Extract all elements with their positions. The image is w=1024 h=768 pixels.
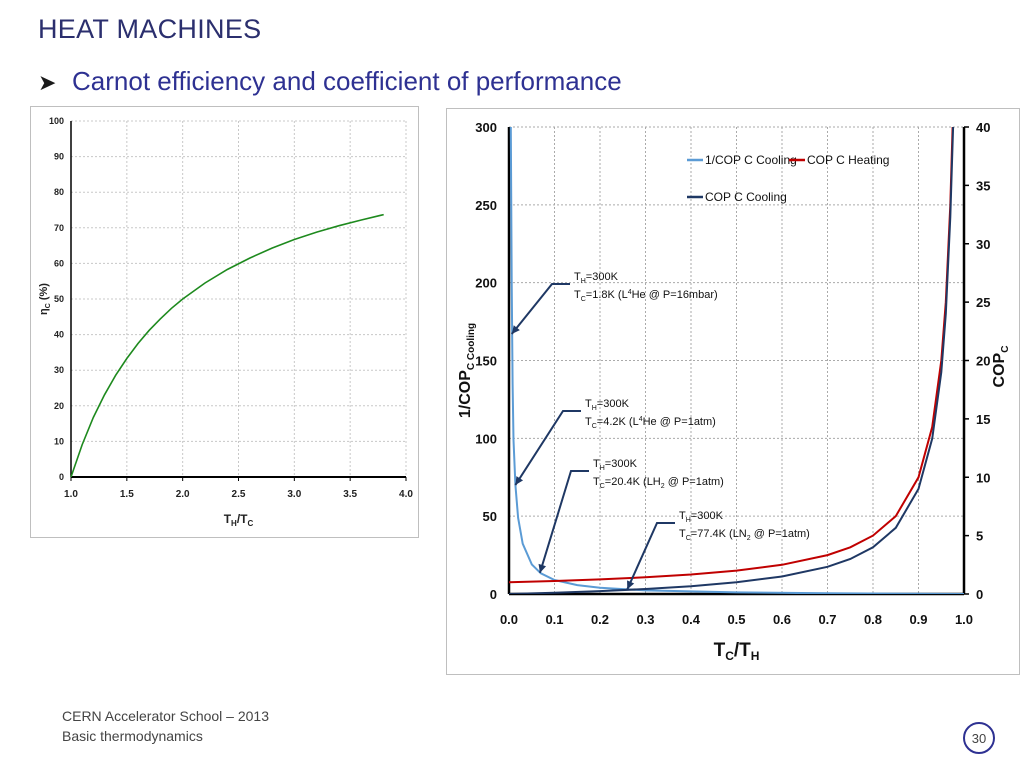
y-tick-label: 40 (54, 330, 64, 340)
y-tick-label: 0 (59, 472, 64, 482)
efficiency-series-line (70, 213, 384, 478)
y-tick-label: 50 (54, 294, 64, 304)
y-right-tick-label: 0 (976, 587, 983, 602)
annotation-leader-line (514, 410, 581, 486)
annotation-arrowhead-icon (627, 580, 635, 590)
x-tick-label: 0.0 (500, 612, 518, 627)
annotation-arrowhead-icon (538, 563, 547, 573)
y-left-tick-label: 250 (475, 198, 497, 213)
y-tick-label: 60 (54, 258, 64, 268)
y-left-tick-label: 100 (475, 431, 497, 446)
annotation-th-label: TH=300K (593, 458, 638, 472)
annotation-tc-label: TC=4.2K (L4He @ P=1atm) (585, 416, 716, 430)
annotation-arrowhead-icon (511, 325, 520, 335)
annotation-leader-line (510, 283, 570, 335)
x-tick-label: 0.8 (864, 612, 882, 627)
x-tick-label: 3.5 (343, 489, 357, 500)
y-left-tick-label: 300 (475, 120, 497, 135)
y-right-tick-label: 5 (976, 529, 983, 544)
x-tick-label: 1.0 (64, 489, 78, 500)
y-right-axis-title: COPC (991, 346, 1011, 388)
slide-subtitle: Carnot efficiency and coefficient of per… (72, 66, 622, 96)
y-tick-label: 100 (49, 116, 64, 126)
y-tick-label: 80 (54, 187, 64, 197)
page-number: 30 (963, 722, 995, 754)
annotation-th-label: TH=300K (574, 271, 619, 285)
annotation-leader-line (626, 522, 675, 590)
y-right-tick-label: 10 (976, 470, 990, 485)
y-right-tick-label: 30 (976, 237, 990, 252)
y-right-tick-label: 35 (976, 178, 990, 193)
y-tick-label: 10 (54, 436, 64, 446)
cop-svg: 0.0 0.1 0.2 0.3 0.4 0.5 0.6 0.7 0.8 0.9 1.00501001… (457, 120, 1011, 663)
x-tick-label: 1.0 (955, 612, 973, 627)
footer-school: CERN Accelerator School – 2013 (62, 708, 269, 724)
annotation-tc-label: TC=77.4K (LN2 @ P=1atm) (679, 528, 810, 542)
carnot-efficiency-svg: 1.0 1.5 2.0 2.5 3.0 3.5 4.0 0 10 20 30 40 50 60 70 80 90… (38, 116, 413, 528)
x-tick-label: 1.5 (120, 489, 134, 500)
x-tick-label: 0.1 (545, 612, 563, 627)
footer-course: Basic thermodynamics (62, 728, 203, 744)
y-right-tick-label: 20 (976, 354, 990, 369)
y-right-tick-label: 40 (976, 120, 990, 135)
y-right-tick-label: 25 (976, 295, 990, 310)
x-tick-label: 4.0 (399, 489, 413, 500)
legend-label: COP C Heating (807, 153, 889, 167)
y-left-tick-label: 50 (483, 509, 497, 524)
x-tick-label: 0.3 (636, 612, 654, 627)
x-tick-label: 2.5 (232, 489, 246, 500)
legend-label: COP C Cooling (705, 190, 787, 204)
cop-chart: 0.0 0.1 0.2 0.3 0.4 0.5 0.6 0.7 0.8 0.9 1.0 0 50 100 1… (446, 108, 1020, 675)
footer: CERN Accelerator School – 2013 Basic the… (62, 706, 269, 746)
x-tick-label: 0.9 (909, 612, 927, 627)
x-tick-label: 3.0 (287, 489, 301, 500)
legend-label: 1/COP C Cooling (705, 153, 797, 167)
x-tick-label: 0.6 (773, 612, 791, 627)
annotation-tc-label: TC=1.8K (L4He @ P=16mbar) (574, 289, 718, 303)
y-tick-label: 70 (54, 223, 64, 233)
y-tick-label: 90 (54, 152, 64, 162)
y-axis-title: ηC (%) (38, 283, 52, 315)
y-right-tick-label: 15 (976, 412, 990, 427)
y-left-tick-label: 150 (475, 354, 497, 369)
annotation-arrowhead-icon (515, 476, 524, 486)
annotation-th-label: TH=300K (585, 398, 630, 412)
y-left-tick-label: 0 (490, 587, 497, 602)
y-left-axis-title: 1/COPC Cooling (457, 323, 477, 418)
bullet-line: ➤ Carnot efficiency and coefficient of pe… (38, 66, 622, 97)
x-tick-label: 2.0 (176, 489, 190, 500)
x-axis-title: TH/TC (224, 512, 254, 528)
cop-c-cooling-series-line (509, 127, 955, 594)
x-tick-label: 0.4 (682, 612, 701, 627)
arrowhead-bullet-icon: ➤ (38, 70, 57, 95)
carnot-efficiency-chart: 1.0 1.5 2.0 2.5 3.0 3.5 4.0 0 10 20 30 40 50 60 70 80 90… (30, 106, 419, 538)
1-cop-c-cooling-series-line (509, 127, 964, 594)
y-left-tick-label: 200 (475, 276, 497, 291)
x-tick-label: 0.5 (727, 612, 745, 627)
annotation-leader-line (538, 470, 589, 574)
x-axis-title: TC/TH (714, 640, 760, 663)
annotation-tc-label: TC=20.4K (LH2 @ P=1atm) (593, 476, 724, 490)
x-tick-label: 0.7 (818, 612, 836, 627)
x-tick-label: 0.2 (591, 612, 609, 627)
y-tick-label: 30 (54, 365, 64, 375)
slide-title: HEAT MACHINES (38, 14, 262, 44)
y-tick-label: 20 (54, 401, 64, 411)
annotation-th-label: TH=300K (679, 510, 724, 524)
